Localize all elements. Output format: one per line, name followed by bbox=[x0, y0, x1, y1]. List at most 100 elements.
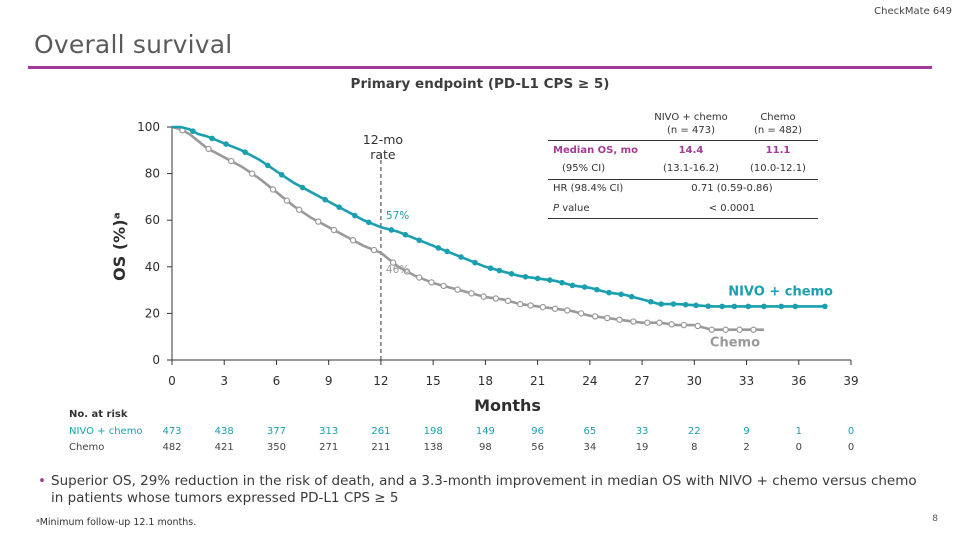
chemo-censor-mark bbox=[370, 246, 378, 254]
at-risk-chemo-value: 482 bbox=[162, 442, 182, 453]
chemo-censor-mark bbox=[630, 318, 637, 325]
x-tick-label: 39 bbox=[843, 374, 858, 388]
chemo-censor-mark bbox=[468, 290, 475, 297]
nivo-censor-mark bbox=[658, 301, 665, 307]
chemo-censor-mark bbox=[551, 305, 559, 312]
title-divider bbox=[28, 66, 932, 69]
nivo-censor-mark bbox=[365, 219, 372, 226]
chemo-censor-mark bbox=[722, 326, 729, 333]
y-tick-label: 100 bbox=[137, 120, 160, 134]
at-risk-chemo-value: 211 bbox=[371, 442, 391, 453]
nivo-censor-mark bbox=[472, 259, 478, 266]
bullet-dot: • bbox=[38, 473, 46, 489]
at-risk-nivo-value: 22 bbox=[687, 426, 701, 437]
at-risk-chemo-value: 138 bbox=[423, 442, 443, 453]
stats-col1-header-line1: NIVO + chemo bbox=[654, 112, 728, 123]
at-risk-nivo-value: 473 bbox=[162, 426, 182, 437]
at-risk-chemo-value: 350 bbox=[266, 442, 286, 453]
at-risk-chemo-value: 0 bbox=[847, 442, 855, 453]
chemo-censor-mark bbox=[330, 226, 338, 234]
key-finding: • Superior OS, 29% reduction in the risk… bbox=[38, 473, 918, 507]
stats-rule-top bbox=[548, 140, 818, 141]
at-risk-chemo-value: 56 bbox=[531, 442, 544, 453]
nivo-censor-mark bbox=[594, 286, 600, 293]
chemo-censor-mark bbox=[694, 322, 701, 330]
chemo-censor-mark bbox=[315, 218, 322, 225]
chemo-curve bbox=[171, 125, 764, 331]
stats-col1-header-line2: (n = 473) bbox=[667, 125, 715, 136]
chemo-censor-mark bbox=[616, 316, 623, 323]
nivo-censor-mark bbox=[299, 184, 306, 191]
x-tick-label: 33 bbox=[739, 374, 754, 388]
chemo-censor-mark bbox=[656, 319, 663, 326]
nivo-censor-mark bbox=[581, 284, 588, 290]
x-tick-label: 6 bbox=[273, 374, 281, 388]
footnote: ᵃMinimum follow-up 12.1 months. bbox=[36, 517, 197, 528]
nivo-censor-mark bbox=[435, 245, 442, 251]
at-risk-chemo-value: 34 bbox=[583, 442, 597, 453]
chemo-censor-mark bbox=[440, 282, 447, 290]
chemo-censor-mark bbox=[480, 293, 487, 300]
nivo-censor-mark bbox=[569, 282, 576, 289]
at-risk-nivo-value: 313 bbox=[319, 426, 339, 437]
chemo-censor-mark bbox=[668, 321, 675, 328]
at-risk-chemo-value: 0 bbox=[795, 442, 802, 453]
nivo-censor-mark bbox=[278, 171, 285, 178]
x-axis-title: Months bbox=[474, 396, 541, 415]
chemo-censor-mark bbox=[205, 145, 212, 153]
chemo-censor-mark bbox=[454, 286, 461, 293]
chemo-censor-mark bbox=[750, 326, 757, 333]
chemo-censor-mark bbox=[504, 297, 512, 305]
nivo-censor-mark bbox=[487, 265, 494, 271]
nivo-censor-mark bbox=[682, 301, 689, 308]
chemo-censor-mark bbox=[349, 237, 357, 244]
key-finding-text: Superior OS, 29% reduction in the risk o… bbox=[51, 473, 917, 506]
x-tick-label: 15 bbox=[426, 374, 441, 388]
nivo-censor-mark bbox=[670, 301, 677, 307]
nivo-censor-mark bbox=[190, 128, 196, 134]
at-risk-chemo-value: 421 bbox=[214, 442, 234, 453]
x-tick-label: 12 bbox=[373, 374, 388, 388]
chemo-censor-mark bbox=[708, 326, 715, 333]
p-value: < 0.0001 bbox=[708, 203, 756, 214]
nivo-censor-mark bbox=[719, 303, 725, 310]
at-risk-nivo-value: 1 bbox=[795, 426, 802, 437]
chart-subtitle: Primary endpoint (PD-L1 CPS ≥ 5) bbox=[350, 76, 610, 92]
stats-rule-bottom bbox=[548, 218, 818, 219]
median-os-label: Median OS, mo bbox=[553, 145, 638, 156]
nivo-censor-mark bbox=[402, 231, 409, 238]
nivo-censor-mark bbox=[508, 270, 515, 277]
median-os-nivo: 14.4 bbox=[678, 145, 704, 156]
y-tick-label: 60 bbox=[145, 213, 160, 227]
chemo-censor-mark bbox=[269, 186, 277, 193]
nivo-censor-mark bbox=[336, 204, 342, 210]
twelve-month-label-line2: rate bbox=[370, 147, 396, 162]
nivo-series-label: NIVO + chemo bbox=[728, 284, 833, 299]
chemo-censor-mark bbox=[492, 295, 500, 302]
at-risk-header: No. at risk bbox=[69, 409, 128, 420]
nivo-censor-mark bbox=[761, 303, 767, 310]
at-risk-nivo-label: NIVO + chemo bbox=[69, 426, 143, 437]
y-tick-label: 20 bbox=[145, 306, 160, 320]
x-tick-label: 36 bbox=[791, 374, 806, 388]
ci-nivo: (13.1-16.2) bbox=[663, 163, 719, 174]
nivo-censor-mark bbox=[647, 298, 654, 305]
stats-col2-header-line2: (n = 482) bbox=[754, 125, 802, 136]
chemo-12mo-rate: 46% bbox=[386, 264, 409, 276]
chemo-censor-mark bbox=[604, 314, 611, 322]
nivo-censor-mark bbox=[522, 274, 529, 280]
nivo-censor-mark bbox=[745, 303, 752, 310]
at-risk-nivo-value: 261 bbox=[371, 426, 391, 437]
at-risk-nivo-value: 33 bbox=[635, 426, 649, 437]
nivo-censor-mark bbox=[416, 237, 423, 244]
nivo-censor-mark bbox=[223, 141, 229, 147]
at-risk-nivo-value: 65 bbox=[583, 426, 597, 437]
at-risk-nivo-value: 9 bbox=[743, 426, 750, 437]
chemo-censor-mark bbox=[227, 157, 235, 165]
nivo-censor-mark bbox=[547, 277, 553, 283]
nivo-censor-mark bbox=[322, 196, 329, 203]
nivo-12mo-rate: 57% bbox=[386, 210, 409, 222]
chemo-censor-mark bbox=[428, 279, 435, 286]
at-risk-chemo-label: Chemo bbox=[69, 442, 105, 453]
nivo-censor-mark bbox=[778, 303, 785, 310]
